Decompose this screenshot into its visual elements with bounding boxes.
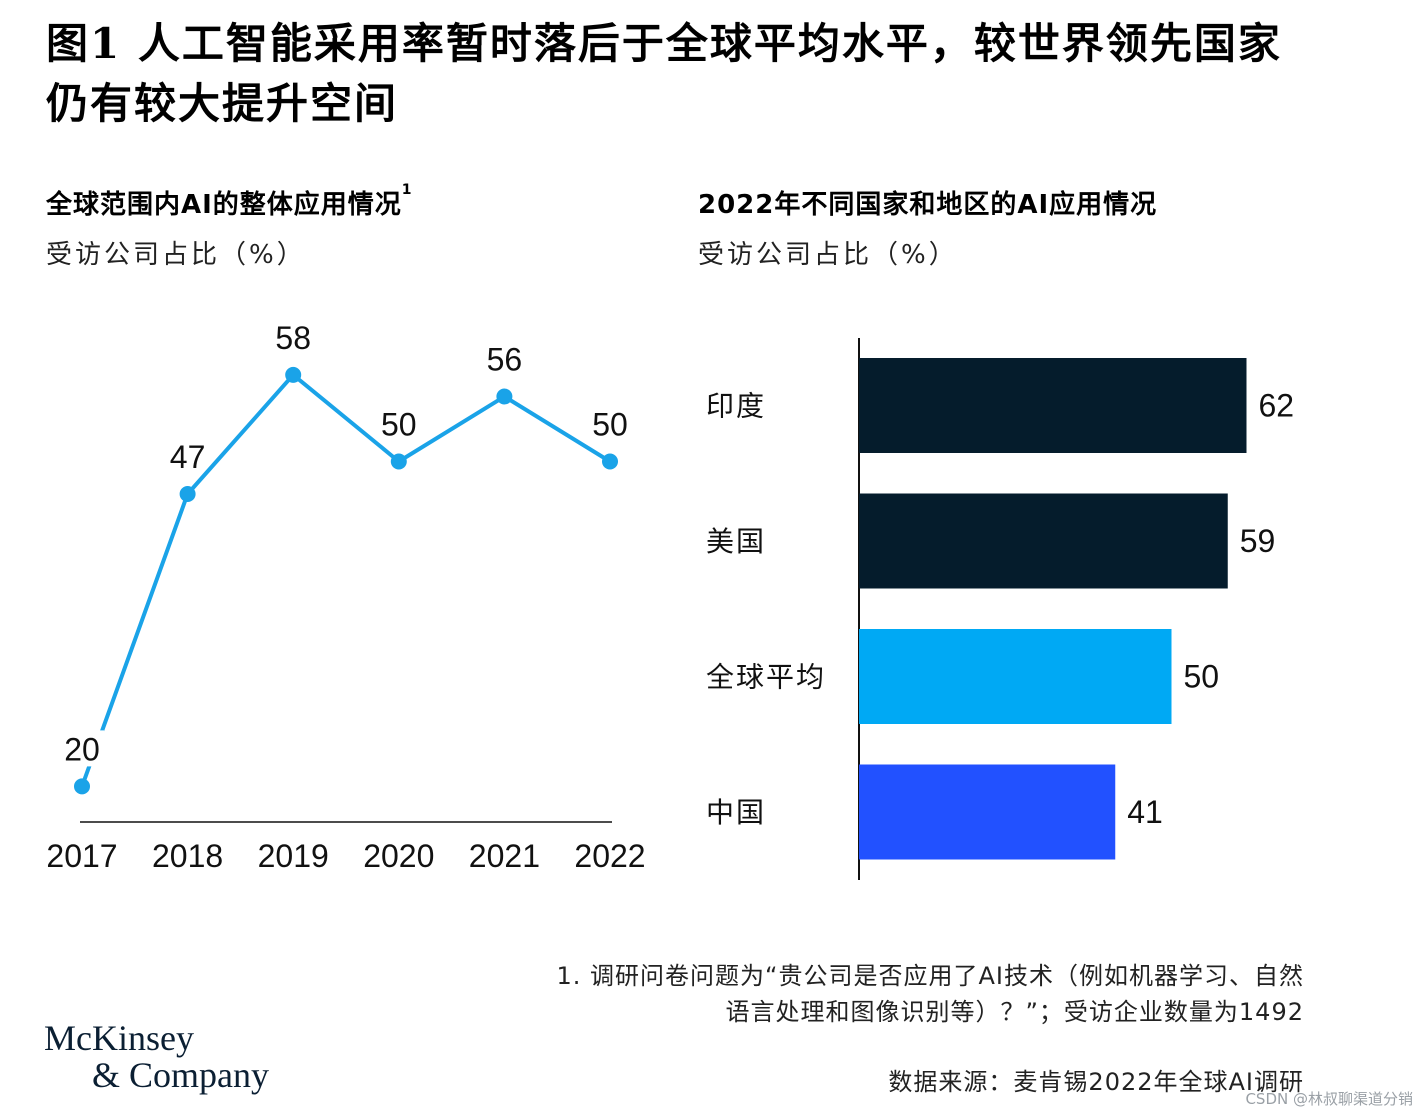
line-point: [285, 366, 302, 383]
line-point: [74, 778, 90, 795]
line-x-tick-label: 2022: [574, 838, 645, 874]
line-data-label: 56: [487, 342, 523, 378]
bar-category-label: 美国: [706, 525, 766, 558]
line-point: [602, 453, 618, 470]
line-data-label: 20: [64, 731, 100, 767]
line-x-tick-label: 2019: [258, 838, 329, 874]
page-title: 图1 人工智能采用率暂时落后于全球平均水平，较世界领先国家仍有较大提升空间: [46, 19, 1282, 128]
mckinsey-logo: McKinsey & Company: [44, 1020, 269, 1094]
line-data-label: 58: [275, 320, 311, 356]
line-data-label: 50: [381, 407, 417, 443]
footnote-marker: 1: [401, 182, 413, 198]
footnote-line-1: 1. 调研问卷问题为“贵公司是否应用了AI技术（例如机器学习、自然: [556, 962, 1304, 990]
bar-chart-title: 2022年不同国家和地区的AI应用情况: [698, 190, 1158, 220]
bar-value-label: 59: [1240, 523, 1276, 559]
label-halo: [60, 730, 104, 767]
line-data-label: 50: [592, 407, 628, 443]
bar-category-label: 全球平均: [706, 661, 826, 694]
footnote: 1. 调研问卷问题为“贵公司是否应用了AI技术（例如机器学习、自然 语言处理和图…: [404, 958, 1304, 1030]
bar: [859, 358, 1247, 453]
bar: [859, 493, 1228, 589]
line-data-label: 47: [170, 439, 206, 475]
watermark: CSDN @林叔聊渠道分销: [1245, 1090, 1413, 1108]
line-x-tick-label: 2021: [469, 838, 540, 874]
line-series: [80, 372, 612, 788]
bar-category-label: 印度: [706, 390, 766, 423]
line-x-tick-label: 2020: [363, 838, 434, 874]
logo-line-1: McKinsey: [44, 1018, 194, 1058]
footnote-line-2: 语言处理和图像识别等）？”；受访企业数量为1492: [725, 998, 1304, 1026]
line-point: [390, 453, 407, 470]
bar-category-label: 中国: [706, 796, 766, 829]
line-chart-unit: 受访公司占比（%）: [46, 240, 306, 270]
bar-value-label: 41: [1127, 794, 1163, 830]
line-chart-title-text: 全球范围内AI的整体应用情况: [46, 190, 402, 220]
bar-value-label: 62: [1259, 388, 1295, 424]
line-x-tick-label: 2017: [46, 838, 117, 874]
bar: [859, 629, 1172, 724]
line-point: [496, 388, 513, 405]
data-source: 数据来源：麦肯锡2022年全球AI调研: [888, 1068, 1304, 1096]
bar-value-label: 50: [1184, 659, 1220, 695]
bar-chart-unit: 受访公司占比（%）: [698, 240, 958, 270]
line-point: [179, 485, 196, 502]
line-chart-title: 全球范围内AI的整体应用情况1: [46, 182, 413, 221]
line-x-tick-label: 2018: [152, 838, 223, 874]
bar: [859, 764, 1116, 860]
logo-line-2: & Company: [92, 1055, 269, 1095]
